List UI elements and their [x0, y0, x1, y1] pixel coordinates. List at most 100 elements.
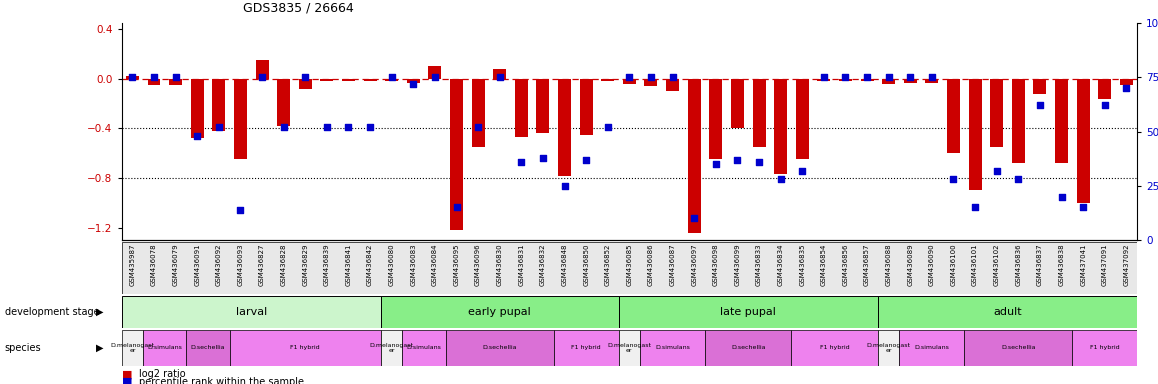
Bar — [882, 79, 895, 84]
Text: GSM436827: GSM436827 — [259, 243, 265, 286]
Bar — [623, 79, 636, 84]
Bar — [791, 330, 878, 366]
Bar — [299, 79, 312, 89]
Bar — [536, 79, 549, 133]
Bar — [580, 79, 593, 135]
Point — [556, 183, 574, 189]
Text: GSM436836: GSM436836 — [1016, 243, 1021, 286]
Bar — [1055, 79, 1068, 163]
Bar — [1012, 79, 1025, 163]
Bar — [705, 330, 791, 366]
Text: D.sechellia: D.sechellia — [483, 345, 516, 351]
Bar — [403, 330, 446, 366]
Text: F1 hybrid: F1 hybrid — [820, 345, 850, 351]
Bar — [186, 330, 229, 366]
Bar — [818, 79, 830, 81]
Bar — [381, 330, 403, 366]
Text: GSM436101: GSM436101 — [972, 243, 979, 286]
Text: GSM436090: GSM436090 — [929, 243, 935, 286]
Text: D.melanogast
er: D.melanogast er — [866, 343, 910, 353]
Point — [1117, 85, 1136, 91]
Bar — [554, 330, 618, 366]
Point — [642, 74, 660, 80]
Bar — [364, 79, 376, 81]
Bar — [1098, 79, 1112, 99]
Bar — [191, 79, 204, 138]
Text: GSM436091: GSM436091 — [195, 243, 200, 286]
Bar — [428, 66, 441, 79]
Text: D.sechellia: D.sechellia — [731, 345, 765, 351]
Point — [404, 81, 423, 87]
Bar — [1077, 79, 1090, 203]
Bar — [558, 79, 571, 175]
Text: GSM436099: GSM436099 — [734, 243, 740, 286]
Text: F1 hybrid: F1 hybrid — [1090, 345, 1120, 351]
Bar — [234, 79, 247, 159]
Point — [684, 215, 703, 221]
Text: late pupal: late pupal — [720, 307, 776, 317]
Point — [123, 74, 141, 80]
Text: GSM436095: GSM436095 — [454, 243, 460, 286]
Text: GSM436850: GSM436850 — [584, 243, 589, 286]
Text: F1 hybrid: F1 hybrid — [291, 345, 320, 351]
Text: ■: ■ — [122, 377, 132, 384]
Bar — [122, 296, 381, 328]
Point — [447, 204, 466, 210]
Point — [793, 167, 812, 174]
Text: GSM436832: GSM436832 — [540, 243, 545, 286]
Text: GSM437092: GSM437092 — [1123, 243, 1129, 286]
Text: percentile rank within the sample: percentile rank within the sample — [139, 377, 303, 384]
Text: GSM436080: GSM436080 — [389, 243, 395, 286]
Point — [966, 204, 984, 210]
Bar — [775, 79, 787, 174]
Text: GSM436842: GSM436842 — [367, 243, 373, 286]
Text: GSM436085: GSM436085 — [626, 243, 632, 286]
Bar — [122, 330, 144, 366]
Point — [901, 74, 919, 80]
Text: GSM436084: GSM436084 — [432, 243, 438, 286]
Text: GSM436087: GSM436087 — [669, 243, 675, 286]
Bar — [1072, 330, 1137, 366]
Point — [1009, 176, 1027, 182]
Bar — [618, 296, 878, 328]
Bar — [640, 330, 705, 366]
Point — [577, 157, 595, 163]
Text: GSM436854: GSM436854 — [821, 243, 827, 286]
Text: ▶: ▶ — [96, 307, 103, 317]
Text: D.simulans: D.simulans — [147, 345, 182, 351]
Bar — [144, 330, 186, 366]
Point — [382, 74, 401, 80]
Point — [664, 74, 682, 80]
Point — [728, 157, 747, 163]
Text: GSM436857: GSM436857 — [864, 243, 870, 286]
Bar — [406, 79, 420, 83]
Text: GSM436828: GSM436828 — [280, 243, 287, 286]
Text: GSM436839: GSM436839 — [324, 243, 330, 286]
Point — [706, 161, 725, 167]
Bar — [947, 79, 960, 153]
Text: GSM436852: GSM436852 — [604, 243, 610, 286]
Text: GSM436079: GSM436079 — [173, 243, 178, 286]
Text: GSM436078: GSM436078 — [151, 243, 157, 286]
Text: GSM435987: GSM435987 — [130, 243, 135, 286]
Bar — [256, 60, 269, 79]
Bar — [212, 79, 226, 131]
Text: GSM436097: GSM436097 — [691, 243, 697, 286]
Text: F1 hybrid: F1 hybrid — [571, 345, 601, 351]
Bar — [386, 79, 398, 81]
Point — [944, 176, 962, 182]
Text: D.melanogast
er: D.melanogast er — [608, 343, 651, 353]
Point — [188, 133, 206, 139]
Text: GSM436083: GSM436083 — [410, 243, 416, 286]
Bar — [446, 330, 554, 366]
Text: GSM436102: GSM436102 — [994, 243, 999, 286]
Bar — [838, 79, 852, 81]
Point — [1053, 194, 1071, 200]
Bar — [900, 330, 965, 366]
Text: D.simulans: D.simulans — [655, 345, 690, 351]
Text: GSM436086: GSM436086 — [648, 243, 654, 286]
Bar — [342, 79, 356, 81]
Bar — [321, 79, 334, 81]
Point — [232, 207, 250, 213]
Bar — [1120, 79, 1133, 85]
